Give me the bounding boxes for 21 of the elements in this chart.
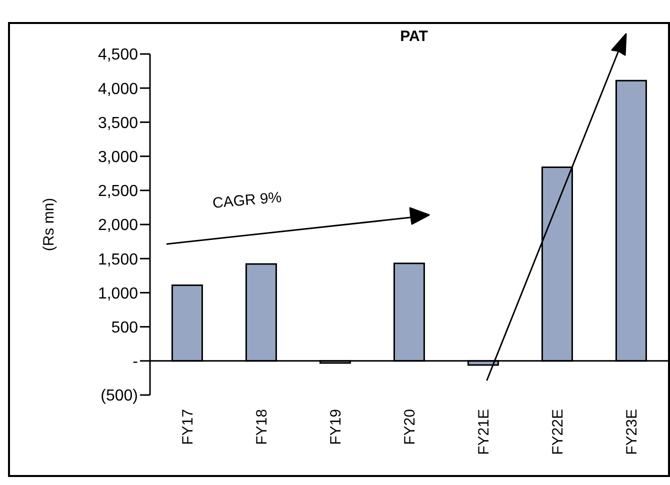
x-tick-label: FY20: [401, 409, 418, 445]
y-tick-label: 1,000: [98, 285, 138, 302]
x-tick-label: FY22E: [549, 409, 566, 455]
y-axis-title: (Rs mn): [40, 198, 58, 252]
y-tick-label: 4,500: [98, 46, 138, 64]
x-tick-label: FY19: [327, 409, 344, 445]
annotation: CAGR 9%: [212, 189, 282, 212]
y-tick-label: 2,000: [98, 217, 138, 234]
y-tick-label: 3,000: [98, 148, 138, 166]
y-tick-label: 1,500: [98, 251, 138, 268]
x-tick-label: FY21E: [475, 409, 492, 455]
y-tick-label: 3,500: [98, 114, 138, 132]
y-tick-label: 4,000: [98, 80, 138, 98]
chart-title: PAT: [400, 28, 428, 45]
x-tick-label: FY23E: [623, 409, 640, 455]
x-tick-label: FY18: [253, 409, 270, 445]
y-tick-label: (500): [100, 388, 138, 405]
y-tick-label: -: [132, 354, 138, 371]
y-tick-label: 500: [111, 319, 138, 336]
x-tick-label: FY17: [179, 409, 196, 445]
y-tick-label: 2,500: [98, 183, 138, 200]
